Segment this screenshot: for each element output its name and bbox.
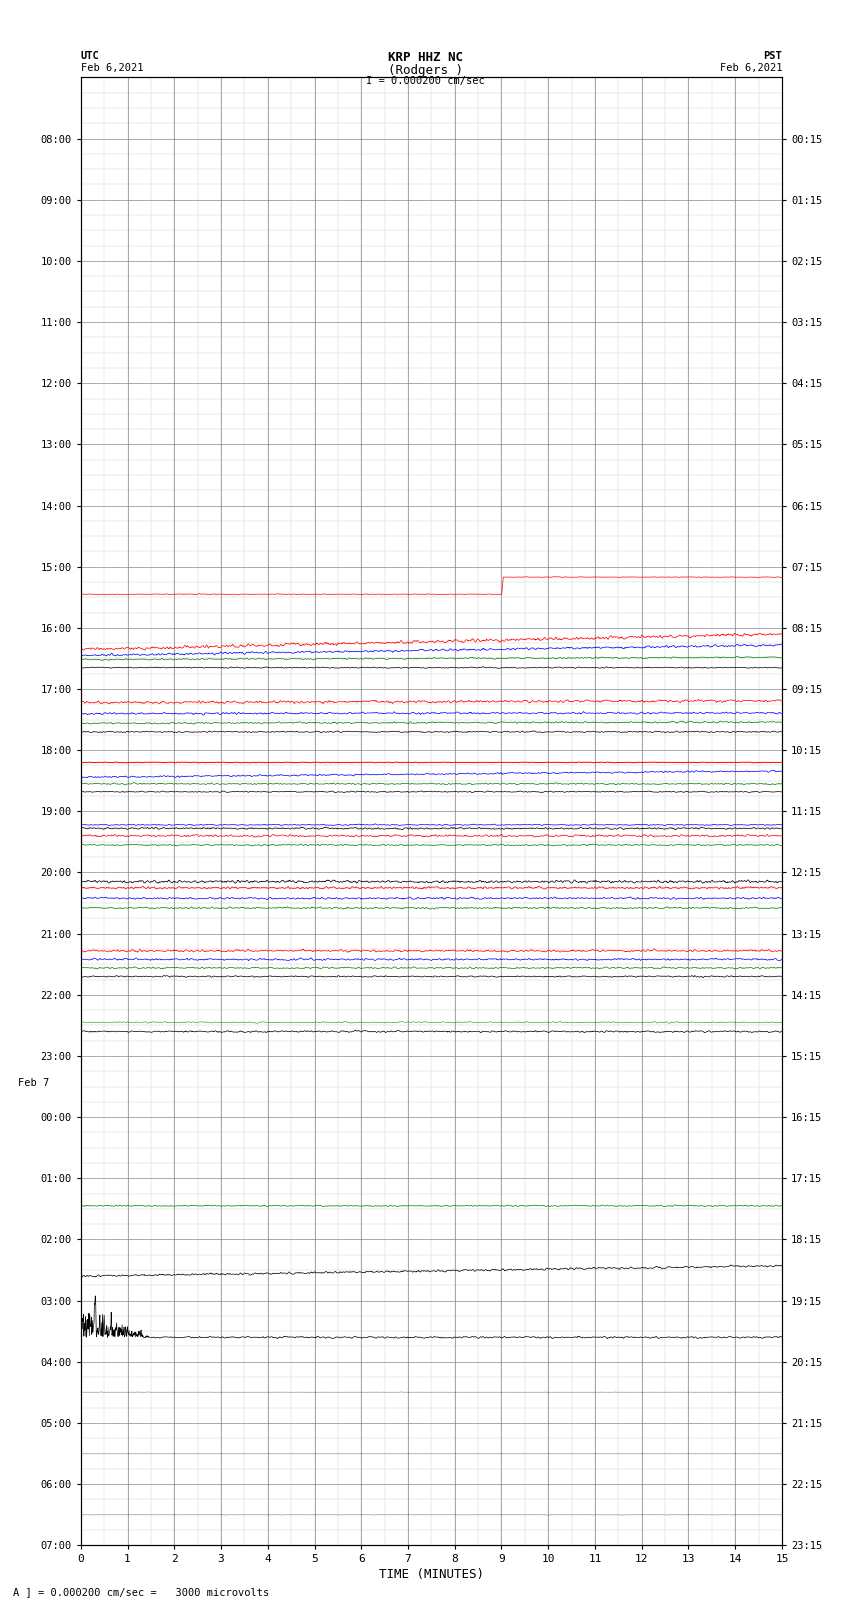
Text: I = 0.000200 cm/sec: I = 0.000200 cm/sec <box>366 76 484 85</box>
Text: PST: PST <box>763 50 782 61</box>
Text: KRP HHZ NC: KRP HHZ NC <box>388 50 462 65</box>
X-axis label: TIME (MINUTES): TIME (MINUTES) <box>379 1568 484 1581</box>
Text: Feb 6,2021: Feb 6,2021 <box>81 63 144 73</box>
Text: A ] = 0.000200 cm/sec =   3000 microvolts: A ] = 0.000200 cm/sec = 3000 microvolts <box>13 1587 269 1597</box>
Text: UTC: UTC <box>81 50 99 61</box>
Text: Feb 7: Feb 7 <box>18 1079 49 1089</box>
Text: (Rodgers ): (Rodgers ) <box>388 65 462 77</box>
Text: Feb 6,2021: Feb 6,2021 <box>719 63 782 73</box>
